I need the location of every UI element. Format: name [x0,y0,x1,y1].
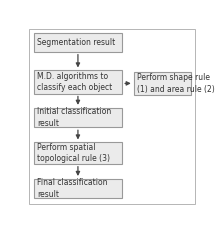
FancyBboxPatch shape [134,72,191,95]
Text: Final classification
result: Final classification result [37,179,107,199]
Text: M.D. algorithms to
classify each object: M.D. algorithms to classify each object [37,72,112,92]
FancyBboxPatch shape [34,143,122,164]
Text: Initial classification
result: Initial classification result [37,107,111,128]
Text: Perform shape rule
(1) and area rule (2): Perform shape rule (1) and area rule (2) [137,73,215,94]
FancyBboxPatch shape [34,33,122,52]
Text: Perform spatial
topological rule (3): Perform spatial topological rule (3) [37,143,110,163]
FancyBboxPatch shape [34,70,122,94]
Text: Segmentation result: Segmentation result [37,38,115,47]
FancyBboxPatch shape [34,108,122,127]
FancyBboxPatch shape [34,179,122,198]
